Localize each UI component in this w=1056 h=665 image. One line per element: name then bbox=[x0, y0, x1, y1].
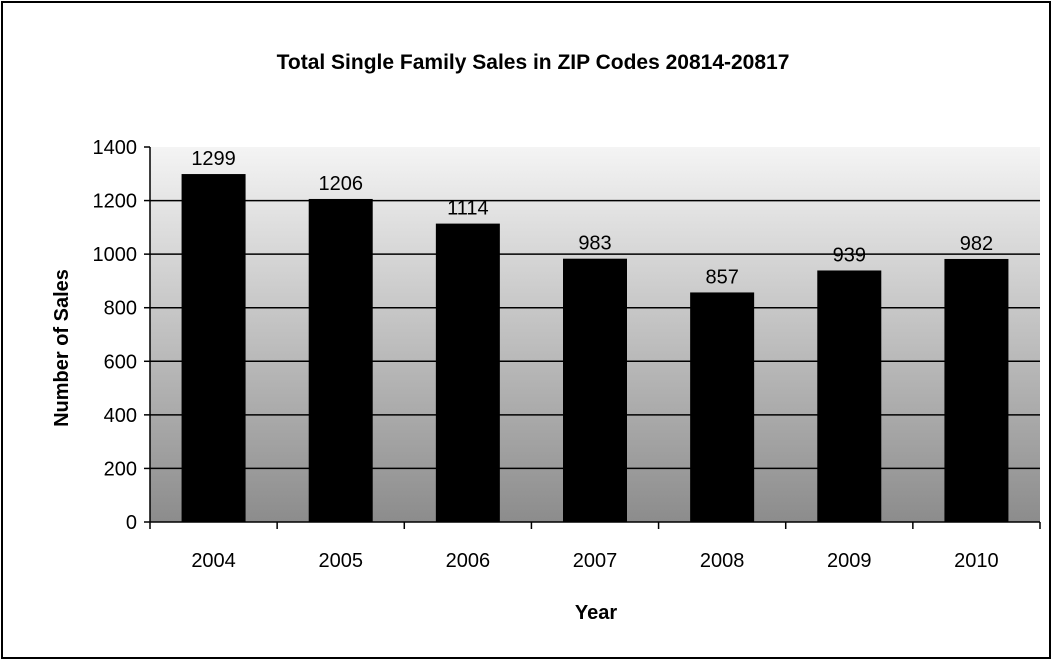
axes: 0 200 400 600 800 1000 1200 1400 2004 2005 2006 200… bbox=[93, 137, 1041, 572]
x-tick-label-2005: 2005 bbox=[318, 550, 363, 572]
y-tick-label-800: 800 bbox=[104, 298, 137, 320]
y-tick-label-600: 600 bbox=[104, 351, 137, 373]
bar-2004 bbox=[181, 174, 246, 522]
data-label-2010: 982 bbox=[960, 233, 993, 255]
x-tick-label-2009: 2009 bbox=[827, 550, 872, 572]
data-label-2005: 1206 bbox=[318, 173, 363, 195]
y-tick-label-1000: 1000 bbox=[93, 244, 138, 266]
bar-2009 bbox=[817, 270, 882, 522]
bar-2008 bbox=[690, 292, 755, 522]
bar-2010 bbox=[944, 258, 1009, 522]
y-tick-label-1200: 1200 bbox=[93, 191, 138, 213]
data-label-2009: 939 bbox=[833, 244, 866, 266]
x-tick-label-2006: 2006 bbox=[446, 550, 491, 572]
x-tick-label-2007: 2007 bbox=[573, 550, 618, 572]
data-label-2007: 983 bbox=[578, 233, 611, 255]
bars bbox=[181, 174, 1009, 522]
x-tick-label-2004: 2004 bbox=[191, 550, 236, 572]
y-tick-label-1400: 1400 bbox=[93, 137, 138, 159]
data-labels: 1299 1206 1114 983 857 939 982 bbox=[191, 148, 993, 288]
y-axis-title: Number of Sales bbox=[51, 269, 73, 427]
bar-2007 bbox=[563, 258, 627, 522]
y-tick-label-200: 200 bbox=[104, 458, 137, 480]
chart-title: Total Single Family Sales in ZIP Codes 2… bbox=[277, 51, 790, 74]
x-tick-label-2010: 2010 bbox=[954, 550, 999, 572]
bar-2005 bbox=[308, 198, 373, 522]
data-label-2008: 857 bbox=[705, 266, 738, 288]
y-tick-label-0: 0 bbox=[126, 512, 137, 534]
data-label-2004: 1299 bbox=[191, 148, 236, 170]
x-tick-label-2008: 2008 bbox=[700, 550, 745, 572]
y-tick-label-400: 400 bbox=[104, 405, 137, 427]
x-axis-title: Year bbox=[575, 602, 617, 624]
bar-2006 bbox=[435, 223, 500, 522]
data-label-2006: 1114 bbox=[447, 198, 489, 220]
